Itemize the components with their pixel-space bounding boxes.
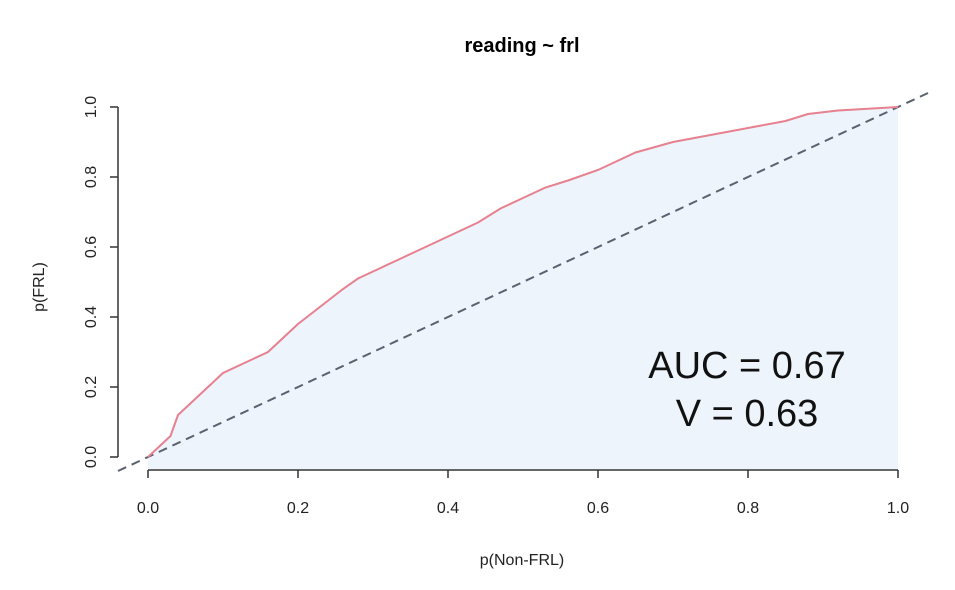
y-tick-label: 0.4 bbox=[83, 306, 100, 328]
y-tick-label: 0.2 bbox=[83, 376, 100, 398]
y-tick-label: 1.0 bbox=[83, 96, 100, 118]
y-tick-label: 0.0 bbox=[83, 446, 100, 468]
y-axis-label: p(FRL) bbox=[31, 262, 48, 312]
chart-title: reading ~ frl bbox=[464, 35, 579, 57]
x-tick-label: 0.8 bbox=[737, 500, 759, 517]
y-tick-label: 0.8 bbox=[83, 166, 100, 188]
x-tick-label: 1.0 bbox=[887, 500, 909, 517]
roc-curve-line bbox=[147, 106, 899, 458]
axes: 0.0 0.2 0.4 0.6 0.8 1.0 0.0 0.2 0.4 0.6 0.8 1.0 bbox=[83, 96, 909, 517]
x-tick-label: 0.4 bbox=[437, 500, 459, 517]
x-tick-label: 0.6 bbox=[587, 500, 609, 517]
y-tick-label: 0.6 bbox=[83, 236, 100, 258]
auc-annotation: AUC = 0.67 bbox=[648, 345, 846, 387]
x-axis-label: p(Non-FRL) bbox=[480, 552, 564, 569]
x-tick-label: 0.2 bbox=[287, 500, 309, 517]
v-annotation: V = 0.63 bbox=[676, 393, 819, 435]
roc-area-fill bbox=[148, 107, 898, 469]
x-tick-label: 0.0 bbox=[137, 500, 159, 517]
